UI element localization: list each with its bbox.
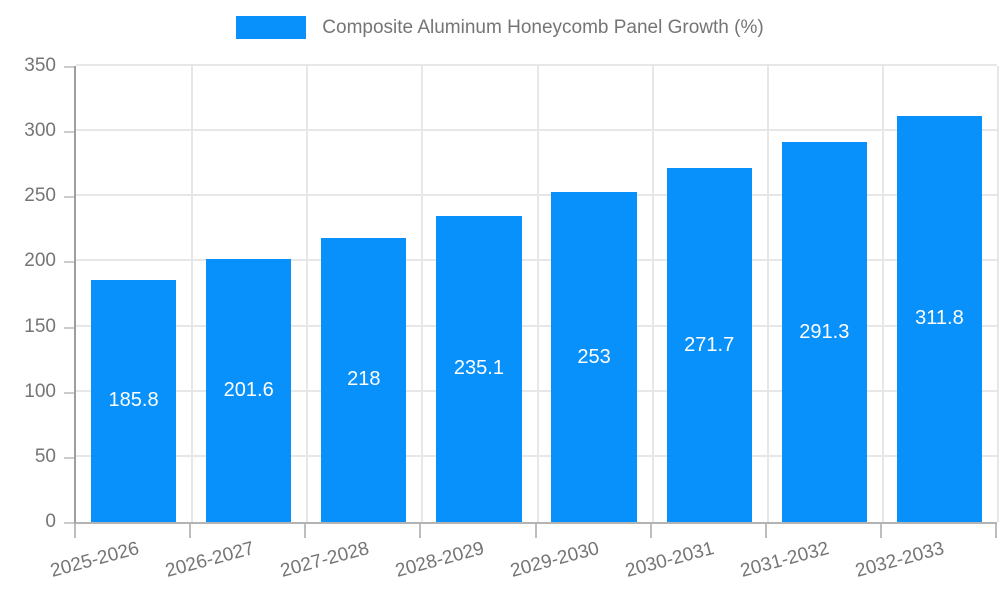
gridline-vertical bbox=[766, 66, 769, 522]
gridline-horizontal bbox=[76, 64, 997, 66]
x-axis-tick-mark bbox=[649, 524, 652, 538]
x-axis-tick-mark bbox=[995, 524, 997, 538]
y-axis-tick-label: 150 bbox=[24, 315, 56, 337]
y-axis-tick-mark bbox=[64, 456, 74, 459]
y-axis-tick-label: 300 bbox=[24, 120, 56, 142]
y-axis-tick-label: 250 bbox=[24, 185, 56, 207]
y-axis-tick-label: 350 bbox=[24, 55, 56, 76]
bar-value-label: 253 bbox=[577, 345, 611, 368]
bar-2032-2033[interactable]: 311.8 bbox=[896, 115, 983, 522]
x-axis-tick-mark bbox=[304, 524, 307, 538]
x-axis-tick-mark bbox=[764, 524, 767, 538]
y-axis-tick-label: 50 bbox=[34, 445, 56, 467]
x-axis-tick-mark bbox=[189, 524, 192, 538]
y-axis-tick-mark bbox=[64, 391, 74, 394]
plot-area: 185.8 201.6 218 235.1 253 271.7 291.3 311.8 bbox=[74, 64, 999, 524]
x-axis-tick-mark bbox=[74, 524, 76, 538]
gridline-vertical bbox=[651, 66, 654, 522]
x-axis-tick-mark bbox=[419, 524, 422, 538]
x-axis-tick-mark bbox=[879, 524, 882, 538]
y-axis-tick-mark bbox=[64, 522, 74, 524]
bar-value-label: 271.7 bbox=[684, 333, 735, 356]
y-axis-tick-mark bbox=[64, 326, 74, 329]
gridline-vertical bbox=[191, 66, 194, 522]
bar-value-label: 201.6 bbox=[223, 379, 274, 402]
gridline-vertical bbox=[306, 66, 309, 522]
bar-value-label: 185.8 bbox=[108, 389, 159, 412]
gridline-vertical bbox=[881, 66, 884, 522]
y-axis-tick-label: 100 bbox=[24, 380, 56, 402]
bar-value-label: 311.8 bbox=[915, 307, 964, 330]
bar-value-label: 235.1 bbox=[453, 357, 504, 380]
legend-swatch bbox=[236, 16, 307, 39]
bar-2029-2030[interactable]: 253 bbox=[551, 192, 637, 522]
bar-2031-2032[interactable]: 291.3 bbox=[781, 142, 867, 522]
bar-2026-2027[interactable]: 201.6 bbox=[206, 259, 292, 522]
bar-2027-2028[interactable]: 218 bbox=[321, 237, 407, 522]
bar-value-label: 291.3 bbox=[799, 320, 850, 343]
x-axis-tick-mark bbox=[534, 524, 537, 538]
bar-value-label: 218 bbox=[347, 368, 381, 391]
y-axis-tick-label: 0 bbox=[45, 511, 56, 532]
gridline-vertical bbox=[536, 66, 539, 522]
legend-label: Composite Aluminum Honeycomb Panel Growt… bbox=[322, 16, 764, 38]
legend: Composite Aluminum Honeycomb Panel Growt… bbox=[0, 16, 1000, 39]
bar-2028-2029[interactable]: 235.1 bbox=[436, 215, 522, 522]
y-axis-tick-label: 200 bbox=[24, 250, 56, 272]
y-axis-tick-mark bbox=[64, 66, 74, 68]
y-axis-tick-mark bbox=[64, 196, 74, 199]
y-axis-tick-mark bbox=[64, 131, 74, 134]
gridline-vertical bbox=[997, 66, 999, 522]
y-axis-tick-mark bbox=[64, 261, 74, 264]
gridline-vertical bbox=[421, 66, 424, 522]
bar-2025-2026[interactable]: 185.8 bbox=[90, 279, 177, 522]
bar-2030-2031[interactable]: 271.7 bbox=[666, 168, 752, 522]
